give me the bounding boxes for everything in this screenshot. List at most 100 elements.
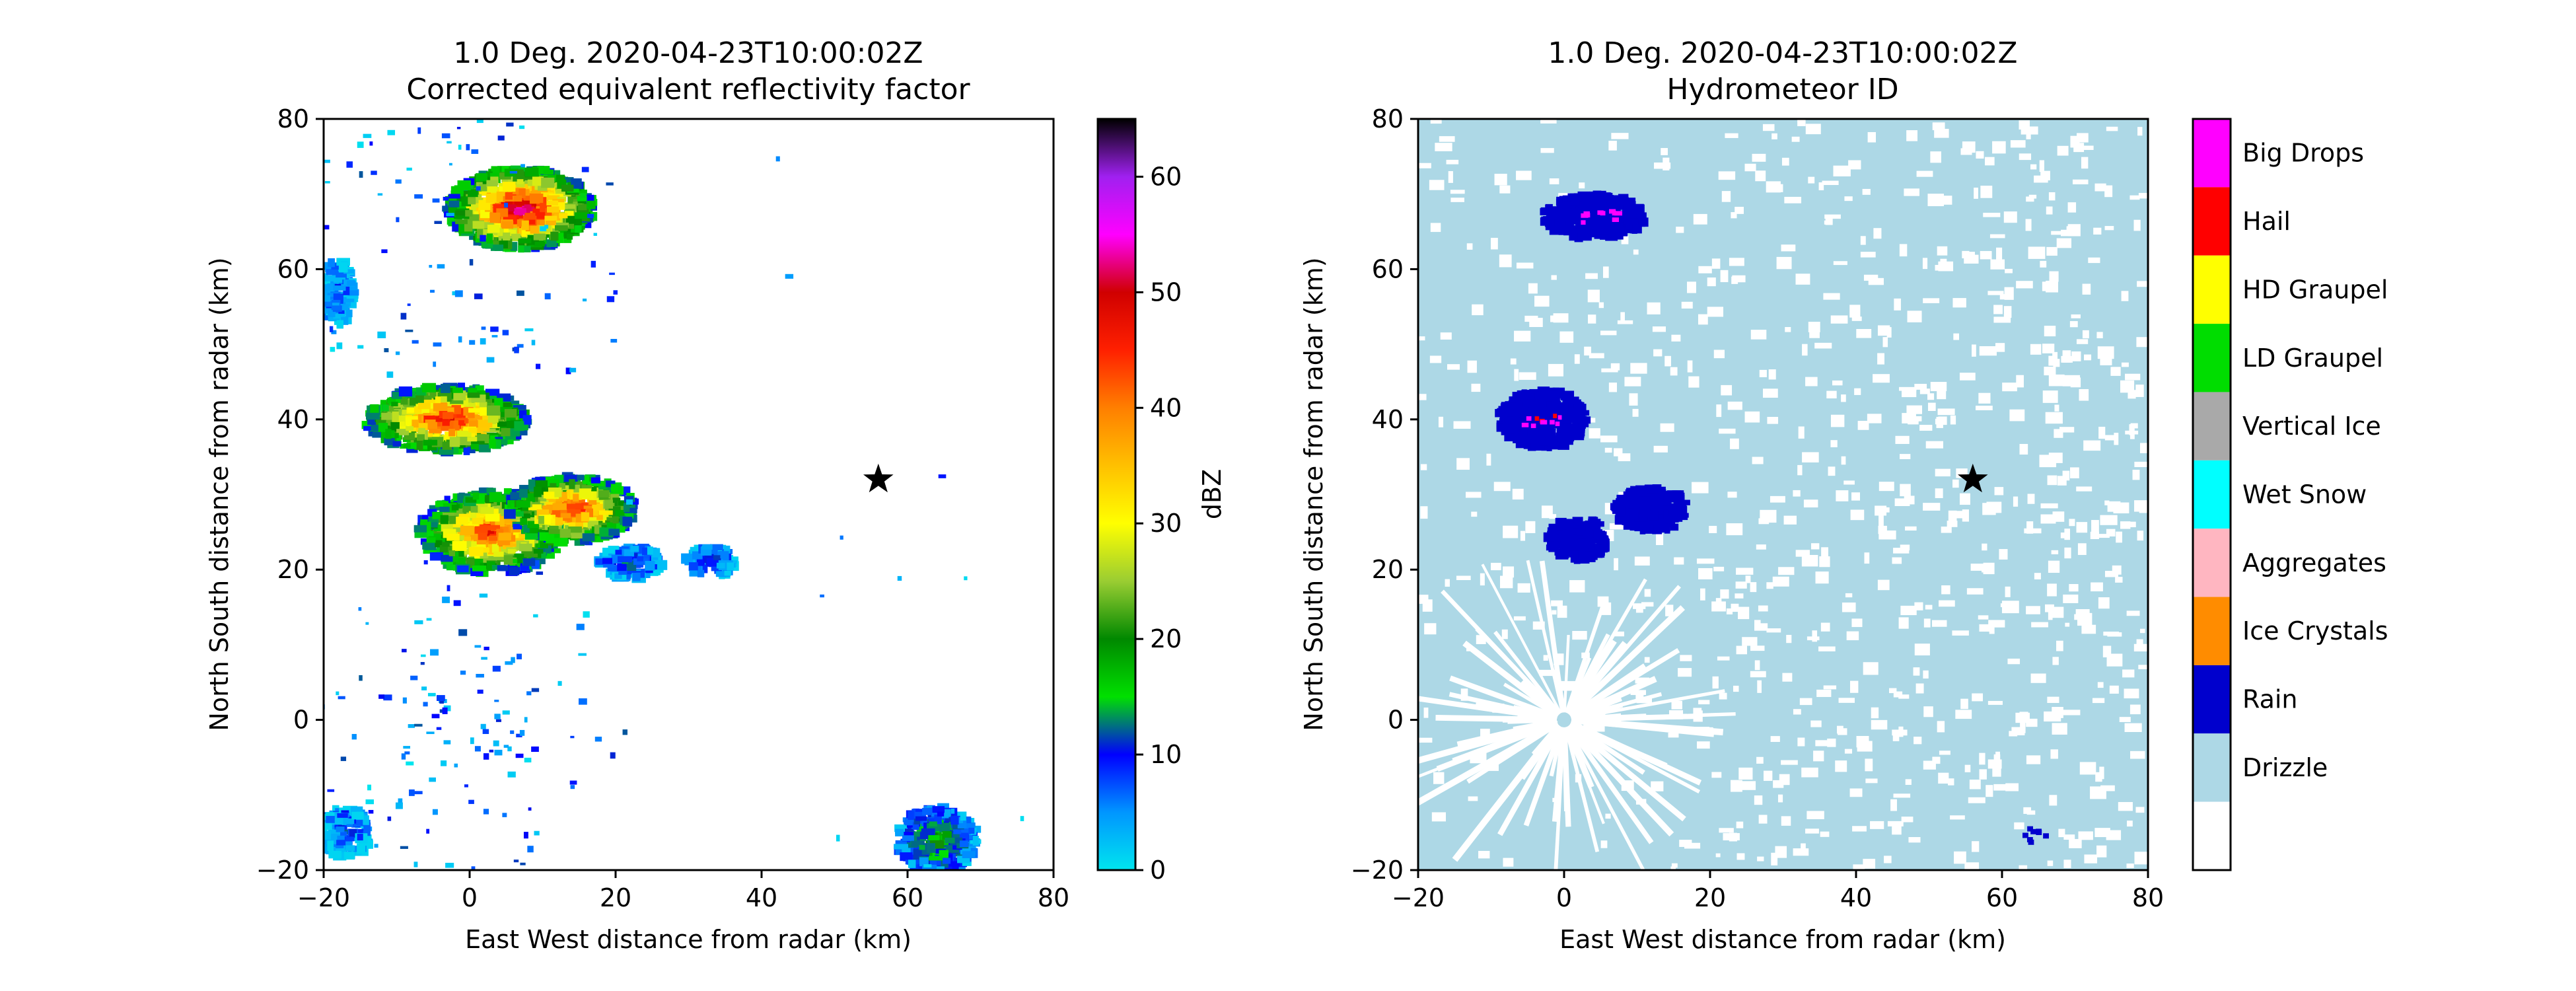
no-echo-gap: [1418, 163, 1431, 168]
reflectivity-gate: [963, 816, 972, 824]
reflectivity-gate: [702, 544, 713, 550]
no-echo-gap: [2072, 179, 2089, 185]
reflectivity-gate: [367, 418, 380, 425]
no-echo-gap: [1798, 426, 1805, 439]
reflectivity-gate: [467, 541, 477, 546]
no-echo-gap: [1836, 490, 1849, 501]
reflectivity-gate: [331, 330, 337, 334]
reflectivity-gate: [354, 820, 368, 826]
reflectivity-gate: [557, 680, 562, 686]
no-echo-gap: [1754, 660, 1760, 671]
reflectivity-gate: [324, 275, 336, 281]
reflectivity-gate: [516, 560, 522, 568]
rain-gate: [1575, 414, 1581, 423]
reflectivity-gate: [324, 159, 330, 163]
reflectivity-gate: [429, 264, 433, 268]
no-echo-gap: [2118, 801, 2133, 811]
reflectivity-gate: [392, 441, 402, 447]
no-echo-gap: [1552, 610, 1557, 615]
no-echo-gap: [2084, 854, 2098, 863]
reflectivity-gate: [510, 242, 518, 251]
reflectivity-gate: [577, 474, 585, 480]
no-echo-gap: [1534, 295, 1550, 307]
reflectivity-gate: [423, 439, 438, 446]
no-echo-gap: [2133, 643, 2148, 652]
reflectivity-gate: [900, 852, 913, 862]
no-echo-gap: [2109, 685, 2119, 694]
no-echo-gap: [1676, 227, 1684, 233]
no-echo-gap: [1719, 828, 1734, 833]
reflectivity-gate: [915, 811, 926, 819]
no-echo-gap: [1429, 180, 1445, 190]
no-echo-gap: [1938, 772, 1949, 784]
reflectivity-gate: [423, 431, 433, 437]
no-echo-gap: [1856, 329, 1872, 338]
reflectivity-gate: [441, 396, 447, 402]
no-echo-gap: [1620, 312, 1625, 322]
no-echo-gap: [2135, 385, 2144, 397]
no-echo-gap: [1797, 737, 1805, 747]
no-echo-gap: [1827, 738, 1836, 747]
rain-gate: [1503, 423, 1510, 429]
no-echo-gap: [2046, 246, 2057, 256]
reflectivity-gate: [503, 555, 513, 565]
rain-gate: [1547, 394, 1557, 402]
reflectivity-gate: [442, 707, 448, 714]
no-echo-gap: [1422, 599, 1433, 612]
no-echo-gap: [1889, 688, 1897, 694]
rain-gate: [1631, 210, 1641, 217]
reflectivity-gate: [430, 649, 439, 656]
reflectivity-gate: [367, 784, 372, 791]
reflectivity-gate: [343, 269, 355, 274]
rain-gate: [1550, 435, 1556, 441]
reflectivity-gate: [533, 233, 546, 240]
no-echo-gap: [1905, 526, 1917, 531]
no-echo-gap: [1745, 575, 1751, 583]
reflectivity-gate: [490, 189, 501, 197]
reflectivity-gate: [439, 709, 445, 713]
reflectivity-gate: [503, 488, 512, 498]
rain-gate: [1578, 425, 1585, 433]
rain-gate: [1538, 431, 1545, 441]
reflectivity-gate: [518, 246, 531, 253]
no-echo-gap: [1680, 655, 1692, 661]
no-echo-gap: [1617, 320, 1633, 324]
reflectivity-gate: [417, 402, 431, 410]
no-echo-gap: [1502, 718, 1557, 723]
reflectivity-gate: [333, 277, 345, 283]
no-echo-gap: [1814, 342, 1832, 349]
no-echo-gap: [1698, 314, 1708, 325]
no-echo-gap: [1979, 769, 1987, 780]
reflectivity-gate: [696, 555, 704, 566]
no-echo-gap: [2049, 795, 2057, 806]
reflectivity-gate: [381, 249, 388, 254]
no-echo-gap: [1600, 330, 1617, 336]
reflectivity-gate: [573, 494, 579, 502]
rain-gate: [1563, 202, 1576, 209]
reflectivity-gate: [502, 330, 509, 336]
no-echo-gap: [1732, 275, 1746, 283]
reflectivity-gate: [501, 439, 508, 445]
reflectivity-gate: [502, 517, 517, 524]
reflectivity-gate: [514, 346, 519, 353]
rain-gate: [1496, 424, 1505, 432]
no-echo-gap: [1939, 600, 1955, 607]
reflectivity-gate: [345, 845, 355, 852]
reflectivity-gate: [429, 505, 441, 510]
no-echo-gap: [1935, 468, 1950, 477]
rain-gate: [1567, 403, 1575, 413]
no-echo-gap: [2114, 433, 2119, 445]
reflectivity-gate: [489, 439, 496, 449]
reflectivity-gate: [485, 388, 500, 396]
rain-gate: [1556, 402, 1569, 410]
no-echo-gap: [2069, 838, 2082, 848]
reflectivity-gate: [471, 149, 479, 154]
no-echo-gap: [1452, 723, 1562, 862]
reflectivity-gate: [336, 320, 343, 329]
reflectivity-gate: [908, 811, 914, 820]
reflectivity-gate: [840, 535, 843, 540]
reflectivity-gate: [473, 414, 484, 420]
reflectivity-gate: [573, 484, 580, 493]
reflectivity-gate: [520, 565, 529, 571]
